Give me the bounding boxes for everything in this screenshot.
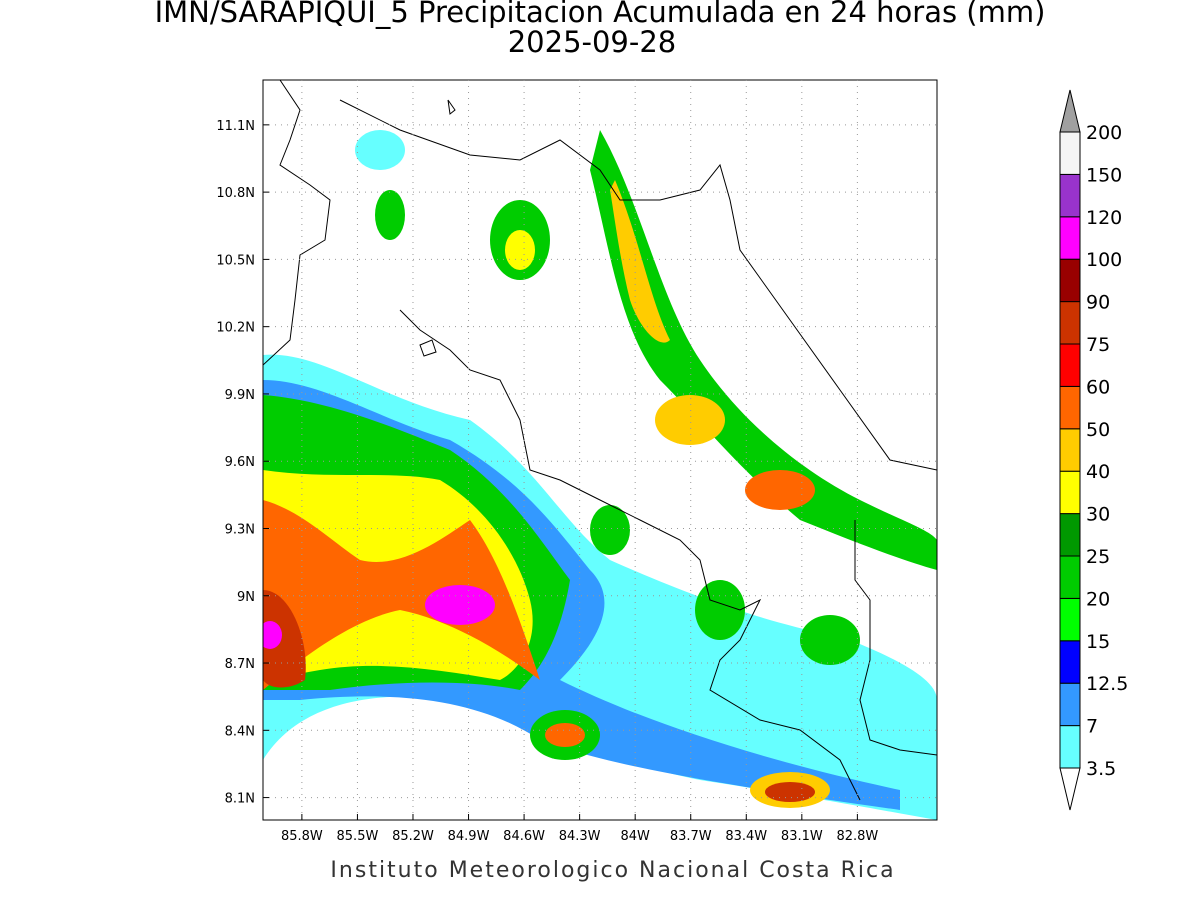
y-tick-label: 8.1N — [225, 792, 255, 807]
y-tick-label: 10.8N — [216, 186, 255, 201]
colorbar-label: 120 — [1086, 207, 1122, 229]
colorbar-label: 15 — [1086, 631, 1110, 653]
colorbar-swatch — [1059, 470, 1081, 515]
y-tick-label: 11.1N — [216, 119, 255, 134]
x-tick-label: 84.3W — [559, 829, 601, 844]
colorbar-swatch — [1059, 555, 1081, 599]
island — [419, 339, 437, 357]
colorbar: 3.5 7 12.5 15 20 25 30 40 50 60 75 90 100 120 150 200 — [1059, 89, 1128, 811]
colorbar-label: 90 — [1086, 292, 1110, 314]
footer: Instituto Meteorologico Nacional Costa R… — [330, 858, 895, 883]
colorbar-swatch — [1059, 343, 1081, 387]
x-tick-label: 83.7W — [670, 829, 712, 844]
colorbar-swatch — [1059, 301, 1081, 345]
colorbar-label: 50 — [1086, 419, 1110, 441]
colorbar-swatch — [1059, 597, 1081, 642]
pacific-coast-north — [263, 80, 331, 366]
x-tick-label: 85.5W — [337, 829, 379, 844]
colorbar-swatch — [1059, 513, 1081, 557]
colorbar-label: 25 — [1086, 546, 1110, 568]
colorbar-label: 12.5 — [1086, 673, 1128, 695]
x-tick-label: 84W — [620, 829, 650, 844]
colorbar-swatch — [1059, 725, 1081, 769]
y-tick-label: 10.2N — [216, 321, 255, 336]
coastlines — [263, 80, 937, 801]
colorbar-under — [1059, 767, 1081, 811]
axes: 85.8W 85.5W 85.2W 84.9W 84.6W 84.3W 84W 83.7W 83… — [216, 80, 937, 844]
y-tick-label: 8.4N — [225, 724, 255, 739]
island-north — [447, 99, 456, 115]
colorbar-label: 60 — [1086, 376, 1110, 398]
precipitation-field — [263, 130, 937, 820]
colorbar-swatch — [1059, 682, 1081, 727]
colorbar-label: 20 — [1086, 588, 1110, 610]
x-tick-label: 82.8W — [836, 829, 878, 844]
y-tick-label: 9.6N — [225, 455, 255, 470]
colorbar-label: 100 — [1086, 249, 1122, 271]
y-tick-label: 9.3N — [225, 522, 255, 537]
plot-frame — [262, 79, 938, 821]
colorbar-label: 7 — [1086, 716, 1098, 738]
x-tick-label: 85.2W — [392, 829, 434, 844]
colorbar-swatch — [1059, 131, 1081, 175]
colorbar-swatch — [1059, 385, 1081, 430]
colorbar-swatch — [1059, 428, 1081, 472]
subtitle: 2025-09-28 — [508, 25, 677, 59]
y-tick-label: 10.5N — [216, 253, 255, 268]
colorbar-label: 200 — [1086, 122, 1122, 144]
x-tick-label: 85.8W — [281, 829, 323, 844]
y-tick-label: 9N — [237, 590, 255, 605]
colorbar-swatch — [1059, 216, 1081, 260]
y-tick-label: 9.9N — [225, 388, 255, 403]
x-tick-label: 84.6W — [503, 829, 545, 844]
colorbar-swatch — [1059, 173, 1081, 218]
pacific-coast-south — [399, 309, 861, 801]
x-tick-label: 84.9W — [448, 829, 490, 844]
colorbar-label: 3.5 — [1086, 758, 1116, 780]
caribbean-coast — [339, 99, 937, 471]
x-tick-label: 83.4W — [725, 829, 767, 844]
y-tick-label: 8.7N — [225, 657, 255, 672]
colorbar-label: 75 — [1086, 334, 1110, 356]
panama-border — [854, 520, 937, 756]
colorbar-over — [1059, 89, 1081, 133]
colorbar-label: 150 — [1086, 164, 1122, 186]
colorbar-swatch — [1059, 640, 1081, 684]
title: IMN/SARAPIQUI_5 Precipitacion Acumulada … — [155, 0, 1046, 29]
colorbar-label: 30 — [1086, 504, 1110, 526]
colorbar-label: 40 — [1086, 461, 1110, 483]
colorbar-swatch — [1059, 258, 1081, 303]
x-tick-label: 83.1W — [781, 829, 823, 844]
